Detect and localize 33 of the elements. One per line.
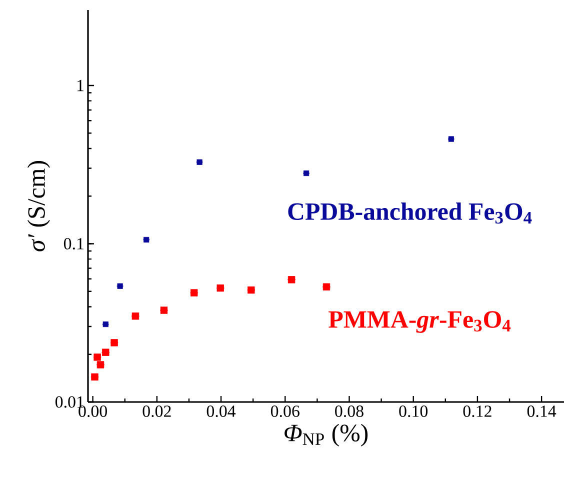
y-tick-label: 0.1 bbox=[64, 238, 84, 250]
y-axis-title: σ′ (S/cm) bbox=[27, 161, 50, 252]
point bbox=[196, 159, 202, 165]
point bbox=[91, 373, 98, 381]
series-label: PMMA-gr-Fe$_{3}$O$_{4}$ bbox=[328, 311, 511, 333]
x-tick-label: 0.02 bbox=[142, 406, 171, 418]
point bbox=[102, 348, 110, 356]
point bbox=[160, 306, 168, 314]
point bbox=[144, 236, 150, 243]
point bbox=[248, 286, 255, 294]
x-tick-label: 0.10 bbox=[399, 406, 428, 418]
point bbox=[303, 170, 310, 176]
series-label: CPDB-anchored Fe$_{3}$O$_{4}$ bbox=[288, 202, 532, 224]
point bbox=[110, 339, 118, 346]
y-tick-label: 1 bbox=[77, 80, 84, 92]
x-tick-label: 0.00 bbox=[78, 406, 107, 418]
x-tick-label: 0.06 bbox=[270, 406, 300, 418]
x-tick-label: 0.04 bbox=[206, 406, 236, 418]
point bbox=[132, 312, 140, 320]
point bbox=[117, 283, 123, 289]
point bbox=[96, 361, 104, 368]
point bbox=[216, 284, 224, 292]
point bbox=[448, 136, 454, 142]
x-tick-label: 0.12 bbox=[463, 406, 492, 418]
point bbox=[288, 276, 296, 284]
point bbox=[322, 283, 330, 290]
y-tick-label: 0.01 bbox=[55, 396, 84, 408]
x-tick-label: 0.08 bbox=[335, 406, 364, 418]
point bbox=[94, 354, 101, 361]
x-axis-title: Φ$_{NP}$ (%) bbox=[284, 424, 368, 446]
point bbox=[102, 321, 108, 328]
point bbox=[190, 289, 198, 296]
x-tick-label: 0.14 bbox=[527, 406, 556, 418]
